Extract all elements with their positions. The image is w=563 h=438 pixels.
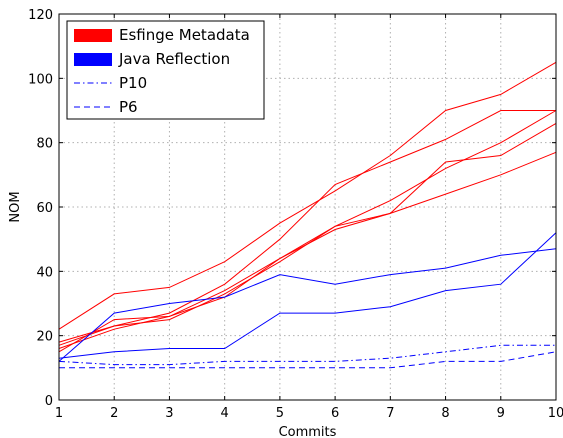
legend-swatch (74, 53, 112, 66)
x-tick-label: 3 (165, 406, 173, 421)
series-line-esfinge-metadata (58, 110, 556, 343)
y-tick-label: 120 (28, 8, 53, 23)
x-tick-label: 5 (276, 406, 284, 421)
legend-entry: Esfinge Metadata (74, 26, 250, 44)
y-tick-label: 100 (28, 72, 53, 87)
series-line-esfinge-metadata (58, 151, 557, 346)
x-tick-label: 8 (441, 406, 449, 421)
series-line-p6 (59, 351, 557, 369)
series-line-p10 (58, 344, 556, 366)
series-line-esfinge-metadata (58, 110, 557, 353)
y-tick-label: 40 (36, 265, 53, 280)
legend-label: P6 (119, 98, 138, 116)
y-axis-label: NOM (8, 191, 23, 222)
x-tick-label: 9 (497, 406, 505, 421)
series-layer (58, 61, 557, 369)
y-tick-label: 20 (36, 330, 53, 345)
y-tick-label: 0 (45, 394, 53, 409)
legend-entry: Java Reflection (74, 50, 230, 68)
legend-entry: P10 (74, 74, 147, 92)
legend-swatch (74, 29, 112, 42)
x-tick-label: 4 (221, 406, 229, 421)
x-axis-label: Commits (279, 425, 337, 438)
x-tick-label: 2 (110, 406, 118, 421)
legend-label: P10 (119, 74, 147, 92)
y-tick-label: 80 (36, 137, 53, 152)
legend-label: Esfinge Metadata (119, 26, 250, 44)
x-tick-label: 7 (386, 406, 394, 421)
series-line-java-reflection (58, 248, 557, 362)
legend-entry: P6 (74, 98, 138, 116)
series-line-esfinge-metadata (58, 61, 557, 330)
series-line-java-reflection (58, 232, 557, 359)
x-tick-label: 1 (55, 406, 63, 421)
x-tick-label: 10 (548, 406, 563, 421)
legend: Esfinge Metadata Java Reflection P10 P6 (66, 20, 265, 120)
y-tick-label: 60 (36, 201, 53, 216)
legend-label: Java Reflection (118, 50, 230, 68)
x-tick-label: 6 (331, 406, 339, 421)
